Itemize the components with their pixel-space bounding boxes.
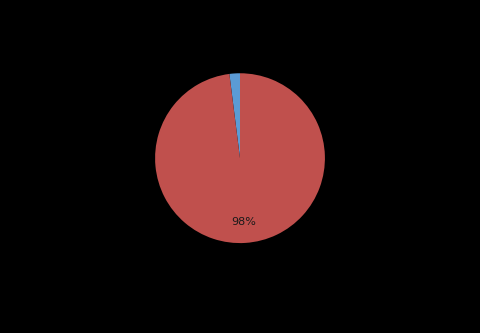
Text: 98%: 98%	[231, 217, 256, 227]
Wedge shape	[155, 73, 325, 243]
Wedge shape	[229, 73, 240, 158]
